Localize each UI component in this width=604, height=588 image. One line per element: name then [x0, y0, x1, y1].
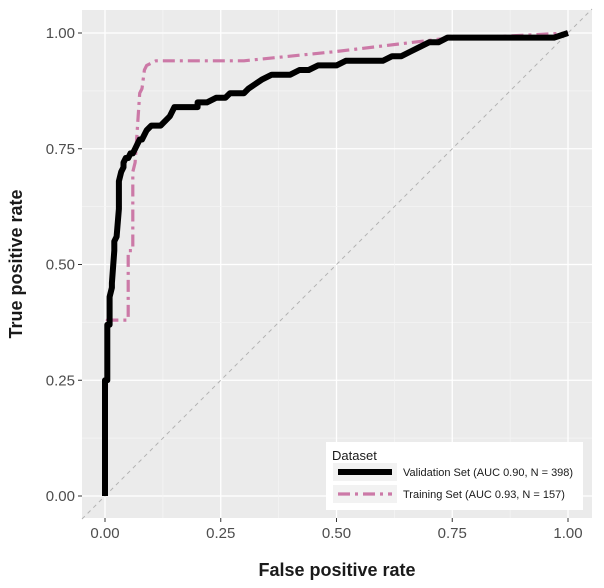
- x-tick-label: 1.00: [553, 525, 582, 542]
- y-tick-label: 0.75: [46, 141, 75, 158]
- legend: Dataset Validation Set (AUC 0.90, N = 39…: [326, 442, 583, 510]
- x-tick-label: 0.75: [438, 525, 467, 542]
- y-axis-title: True positive rate: [6, 189, 26, 338]
- x-axis-title: False positive rate: [258, 560, 415, 580]
- x-tick-label: 0.25: [206, 525, 235, 542]
- series-line-1: [103, 31, 569, 497]
- series-layer: [102, 30, 569, 497]
- legend-label: Training Set (AUC 0.93, N = 157): [403, 489, 565, 501]
- y-tick-label: 0.00: [46, 488, 75, 505]
- tick-layer: 0.00 0.25 0.50 0.75 1.00 0.00 0.25 0.50 0.75 1.00: [46, 25, 583, 542]
- reference-diagonal-line: [81, 8, 593, 520]
- x-tick-label: 0.00: [90, 525, 119, 542]
- y-tick-label: 1.00: [46, 25, 75, 42]
- y-tick-label: 0.25: [46, 372, 75, 389]
- x-tick-label: 0.50: [322, 525, 351, 542]
- y-tick-label: 0.50: [46, 257, 75, 274]
- legend-label: Validation Set (AUC 0.90, N = 398): [403, 467, 573, 479]
- legend-title: Dataset: [332, 448, 377, 463]
- series-line-0: [102, 30, 569, 496]
- legend-entries: Validation Set (AUC 0.90, N = 398) Traini…: [333, 463, 573, 503]
